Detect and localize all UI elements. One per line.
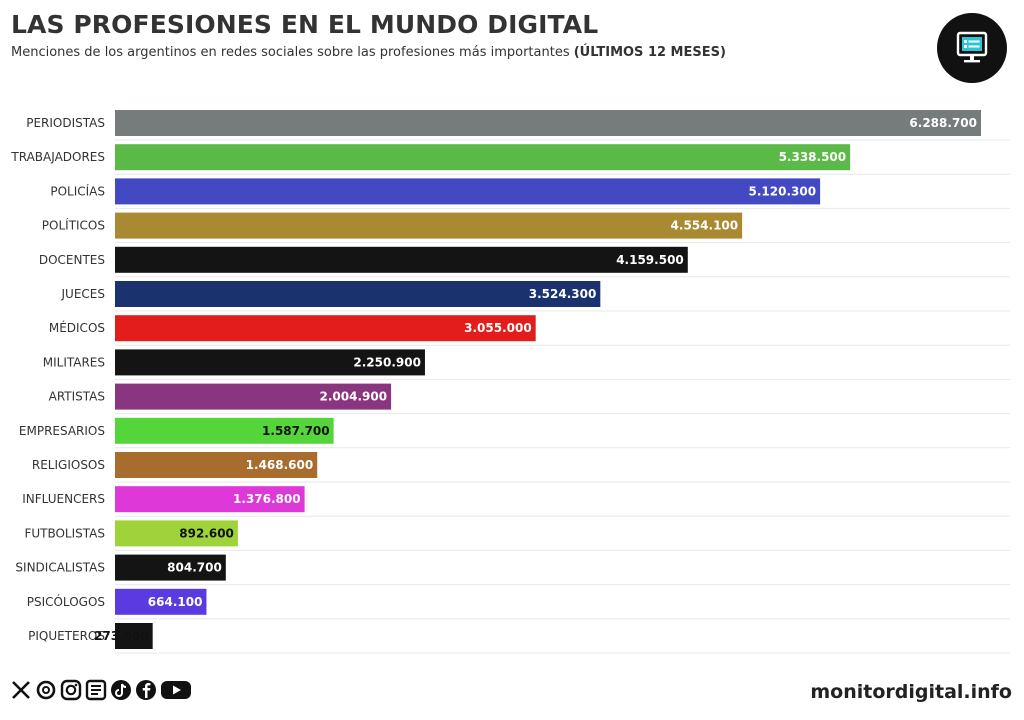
value-label: 5.338.500 xyxy=(779,150,847,164)
category-label: TRABAJADORES xyxy=(10,150,105,164)
bar[interactable] xyxy=(115,110,981,136)
category-label: FUTBOLISTAS xyxy=(24,526,105,540)
bar[interactable] xyxy=(115,178,821,205)
category-label: PIQUETEROS xyxy=(28,629,105,643)
threads-icon[interactable] xyxy=(35,678,57,702)
value-label: 4.159.500 xyxy=(616,253,684,267)
category-label: POLICÍAS xyxy=(50,183,105,198)
bar[interactable] xyxy=(115,588,207,615)
category-label: PERIODISTAS xyxy=(26,116,105,130)
tiktok-icon[interactable] xyxy=(110,678,132,702)
bar-chart: PERIODISTAS 6.288.700 TRABAJADORES 5.338.50… xyxy=(10,110,1010,654)
value-label: 664.100 xyxy=(148,595,203,609)
facebook-icon[interactable] xyxy=(135,678,157,702)
value-label: 804.700 xyxy=(167,561,222,575)
bar[interactable] xyxy=(115,246,688,273)
category-label: EMPRESARIOS xyxy=(19,424,105,438)
value-label: 2.250.900 xyxy=(353,355,421,369)
category-label: ARTISTAS xyxy=(49,390,105,404)
bar[interactable] xyxy=(115,520,238,547)
subtitle-period: (ÚLTIMOS 12 MESES) xyxy=(573,45,726,60)
value-label: 3.524.300 xyxy=(529,287,597,301)
value-label: 3.055.000 xyxy=(464,321,532,335)
category-label: MILITARES xyxy=(43,355,105,369)
bar[interactable] xyxy=(115,417,334,444)
value-label: 6.288.700 xyxy=(909,116,977,130)
newsletter-icon[interactable] xyxy=(85,678,107,702)
subtitle-text: Menciones de los argentinos en redes soc… xyxy=(11,45,570,60)
chart-title: LAS PROFESIONES EN EL MUNDO DIGITAL xyxy=(11,10,599,39)
category-label: JUECES xyxy=(61,287,105,301)
category-label: DOCENTES xyxy=(39,253,105,267)
bar[interactable] xyxy=(115,212,743,239)
category-label: RELIGIOSOS xyxy=(32,458,105,472)
chart-subtitle: Menciones de los argentinos en redes soc… xyxy=(11,45,726,60)
monitor-icon xyxy=(937,13,1007,83)
category-label: INFLUENCERS xyxy=(22,492,105,506)
value-label: 1.468.600 xyxy=(246,458,314,472)
category-label: POLÍTICOS xyxy=(42,218,105,233)
value-label: 4.554.100 xyxy=(671,219,739,233)
bar[interactable] xyxy=(115,554,226,581)
value-label: 273.600 xyxy=(94,629,149,643)
bar[interactable] xyxy=(115,452,318,478)
instagram-icon[interactable] xyxy=(60,678,82,702)
bar[interactable] xyxy=(115,144,851,171)
bar[interactable] xyxy=(115,383,392,410)
value-label: 1.587.700 xyxy=(262,424,330,438)
category-label: PSICÓLOGOS xyxy=(27,594,105,609)
value-label: 892.600 xyxy=(179,526,234,540)
value-label: 2.004.900 xyxy=(320,390,388,404)
category-label: SINDICALISTAS xyxy=(15,561,105,575)
youtube-icon[interactable] xyxy=(160,678,192,702)
value-label: 1.376.800 xyxy=(233,492,301,506)
category-label: MÉDICOS xyxy=(49,320,105,335)
site-url[interactable]: monitordigital.info xyxy=(810,681,1012,703)
bar[interactable] xyxy=(115,486,305,513)
value-label: 5.120.300 xyxy=(749,184,817,198)
bar[interactable] xyxy=(115,349,425,376)
bar[interactable] xyxy=(115,623,153,649)
x-icon[interactable] xyxy=(10,678,32,702)
bar[interactable] xyxy=(115,281,601,307)
social-icons xyxy=(10,678,192,702)
bar[interactable] xyxy=(115,315,536,342)
